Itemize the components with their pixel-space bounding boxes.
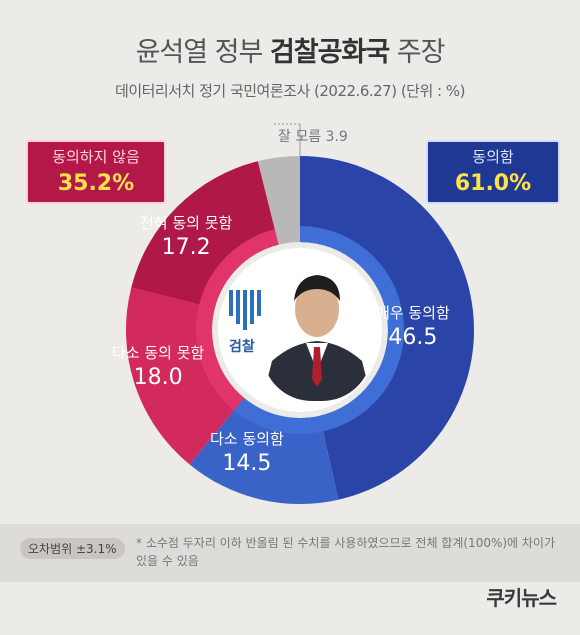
disagree-label: 동의하지 않음 <box>52 148 140 166</box>
somewhat-agree-value: 14.5 <box>222 451 272 476</box>
page-title: 윤석열 정부 검찰공화국 주장 <box>0 30 580 69</box>
dont-know-label: 잘 모름 3.9 <box>278 126 348 146</box>
title-bold: 검찰공화국 <box>269 37 390 68</box>
emblem-text: 검찰 <box>229 339 255 355</box>
strongly-disagree-text: 전혀 동의 못함 <box>140 214 233 232</box>
slice-4 <box>131 161 279 309</box>
slice-3 <box>125 287 245 465</box>
strongly-disagree-label: 전혀 동의 못함 17.2 <box>140 212 232 260</box>
agree-value: 61.0% <box>454 171 532 196</box>
very-agree-value: 46.5 <box>388 325 438 350</box>
very-agree-label: 매우 동의함 46.5 <box>376 302 450 350</box>
somewhat-disagree-text: 다소 동의 못함 <box>112 344 205 362</box>
somewhat-agree-label: 다소 동의함 14.5 <box>210 428 284 476</box>
disagree-callout: 동의하지 않음 35.2% <box>26 140 166 204</box>
margin-of-error-badge: 오차범위 ±3.1% <box>20 538 125 559</box>
person-portrait <box>262 261 372 401</box>
brand-logo: 쿠키뉴스 <box>486 586 557 610</box>
subtitle: 데이터리서치 정기 국민여론조사 (2022.6.27) (단위 : %) <box>115 82 465 100</box>
somewhat-disagree-label: 다소 동의 못함 18.0 <box>112 342 204 390</box>
somewhat-disagree-value: 18.0 <box>133 365 183 390</box>
inner-ring <box>196 226 404 434</box>
inner-slice-1 <box>300 226 404 432</box>
dont-know-text: 잘 모름 <box>278 129 322 145</box>
inner-slice-2 <box>234 398 323 434</box>
title-suffix: 주장 <box>389 37 446 68</box>
dont-know-value: 3.9 <box>325 129 348 145</box>
very-agree-text: 매우 동의함 <box>376 304 450 322</box>
somewhat-agree-text: 다소 동의함 <box>210 430 284 448</box>
inner-slice-4 <box>199 229 279 309</box>
disagree-value: 35.2% <box>57 171 135 196</box>
strongly-disagree-value: 17.2 <box>161 235 211 260</box>
agree-label: 동의함 <box>472 148 514 166</box>
inner-slice-5 <box>274 226 300 245</box>
agree-callout: 동의함 61.0% <box>426 140 560 204</box>
slice-5 <box>257 156 300 245</box>
emblem-bars <box>229 290 261 330</box>
inner-slice-3 <box>196 304 245 411</box>
title-prefix: 윤석열 정부 <box>135 37 270 68</box>
prosecution-emblem: 검찰 <box>229 290 261 356</box>
footnote: * 소수점 두자리 이하 반올림 된 수치를 사용하였으므로 전체 합계(100… <box>136 536 556 568</box>
